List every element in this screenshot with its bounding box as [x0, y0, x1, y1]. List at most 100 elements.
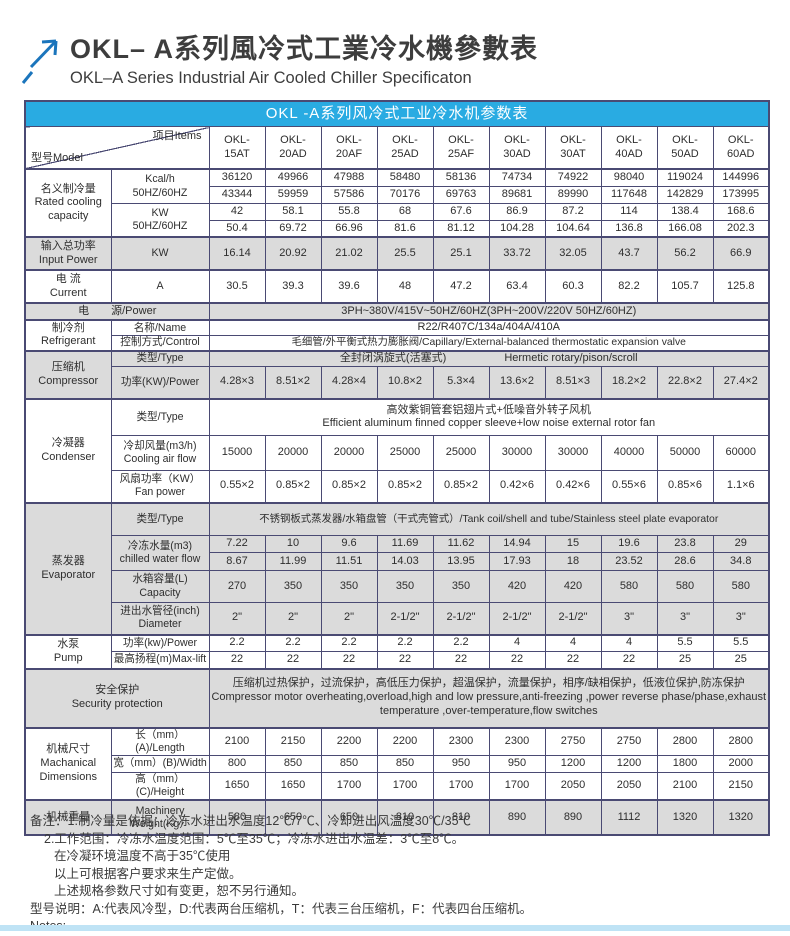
- value-cell: 950: [488, 754, 546, 773]
- condenser-type-zh: 高效紫铜管套铝翅片式+低噪音外转子风机: [386, 403, 591, 416]
- value-cell: 2": [208, 602, 266, 635]
- value-cell: 850: [376, 754, 434, 773]
- value-cell: 2-1/2": [432, 602, 490, 635]
- group-label-zh: 输入总功率: [40, 240, 96, 252]
- value-cell: 650: [320, 799, 378, 836]
- value-cell: 114: [600, 202, 658, 221]
- model-header-cell: OKL- 30AT: [544, 126, 602, 170]
- value-cell: 40000: [600, 435, 658, 471]
- value-cell: 48: [376, 269, 434, 304]
- compressor-type-en: Hermetic rotary/pison/scroll: [504, 351, 638, 364]
- value-cell: 650: [264, 799, 322, 836]
- value-cell: 2-1/2": [376, 602, 434, 635]
- value-cell: 8.51×3: [544, 366, 602, 399]
- item-condenser-type: 类型/Type: [110, 397, 210, 436]
- value-cell: 74922: [544, 168, 602, 187]
- value-cell: 270: [208, 570, 266, 603]
- table-row: KW 50HZ/60HZ 42 58.1 55.8 68 67.6 86.9 87.2 114…: [25, 202, 770, 238]
- refrigerant-control-value: 毛细管/外平衡式热力膨胀阀/Capillary/External-balance…: [208, 335, 770, 351]
- table-banner-row: OKL -A系列风冷式工业冷水机参数表: [25, 101, 770, 127]
- table-row: 输入总功率 Input Power KW 16.14 20.92 21.02 25.5…: [24, 236, 770, 271]
- value-cell: 580: [600, 570, 658, 603]
- note-line: 备注：1.制冷量是依据：冷冻水进出水温度12℃/7℃、冷却进出风温度30℃/35…: [30, 814, 472, 828]
- value-cell: 850: [320, 754, 378, 773]
- value-cell: 350: [264, 570, 322, 603]
- value-cell: 58.1: [264, 202, 322, 221]
- value-cell: 104.64: [544, 219, 602, 238]
- table-row: 冷却风量(m3/h) Cooling air flow 15000 20000 20…: [25, 435, 770, 471]
- value-cell: 18: [544, 552, 602, 571]
- value-cell: 30000: [544, 435, 602, 471]
- value-cell: 39.3: [264, 269, 322, 304]
- page-header: OKL– A系列風冷式工業冷水機參數表 OKL–A Series Industr…: [20, 33, 538, 89]
- value-cell: 23.52: [600, 552, 658, 571]
- value-cell: 22: [376, 651, 434, 669]
- value-cell: 1650: [208, 771, 266, 801]
- value-cell: 810: [432, 799, 490, 836]
- value-cell: 1800: [656, 754, 714, 773]
- value-cell: 2.2: [208, 633, 266, 652]
- value-cell: 119024: [656, 168, 714, 187]
- value-cell: 11.62: [432, 535, 490, 553]
- value-cell: 63.4: [488, 269, 546, 304]
- value-cell: 2.2: [376, 633, 434, 652]
- item-height: 高（mm）(C)/Height: [110, 771, 210, 801]
- group-label-condenser: 冷凝器 Condenser: [24, 397, 112, 503]
- value-cell: 70176: [376, 185, 434, 204]
- table-row: 8.67 11.99 11.51 14.03 13.95 17.93 18 23.52 28.6…: [25, 552, 770, 571]
- value-cell: 47988: [320, 168, 378, 187]
- value-cell: 2200: [320, 726, 378, 756]
- value-cell: 25: [712, 651, 770, 669]
- value-cell: 4: [488, 633, 546, 652]
- group-label-zh: 制冷剂: [51, 321, 85, 334]
- value-cell: 3": [712, 602, 770, 635]
- value-cell: 4.28×3: [208, 366, 266, 399]
- value-cell: 81.6: [376, 219, 434, 238]
- value-cell: 16.14: [208, 236, 266, 271]
- value-cell: 14.94: [488, 535, 546, 553]
- value-cell: 800: [208, 754, 266, 773]
- value-cell: 1200: [600, 754, 658, 773]
- value-cell: 14.03: [376, 552, 434, 571]
- table-row: 电 源/Power 3PH~380V/415V~50HZ/60HZ(3PH~20…: [24, 302, 770, 321]
- value-cell: 89681: [488, 185, 546, 204]
- value-cell: 168.6: [712, 202, 770, 221]
- compressor-type-value: 全封闭涡旋式(活塞式) Hermetic rotary/pison/scroll: [208, 349, 770, 367]
- table-row: 机械尺寸 Machanical Dimensions 长（mm）(A)/Leng…: [24, 726, 770, 801]
- model-header-cell: OKL- 25AD: [376, 126, 434, 170]
- item-max-lift: 最高扬程(m)Max-lift: [110, 651, 210, 669]
- value-cell: 10.8×2: [376, 366, 434, 399]
- value-cell: 74734: [488, 168, 546, 187]
- group-label-en: Current: [49, 286, 87, 299]
- model-header-cell: OKL- 60AD: [712, 126, 770, 170]
- value-cell: 32.05: [544, 236, 602, 271]
- value-cell: 0.55×6: [600, 470, 658, 503]
- value-cell: 87.2: [544, 202, 602, 221]
- group-label-capacity: 名义制冷量 Rated cooling capacity: [24, 168, 112, 238]
- group-label-en: Pump: [53, 651, 83, 664]
- spec-table: OKL -A系列风冷式工业冷水机参数表 型号Model 项目Items OKL-…: [24, 100, 771, 837]
- table-row: 压缩机 Compressor 类型/Type 全封闭涡旋式(活塞式) Herme…: [24, 349, 770, 399]
- value-cell: 138.4: [656, 202, 714, 221]
- value-cell: 2150: [712, 771, 770, 801]
- table-row: 43344 59959 57586 70176 69763 89681 89990 11764…: [25, 185, 770, 204]
- value-cell: 142829: [656, 185, 714, 204]
- value-cell: 850: [264, 754, 322, 773]
- group-label-weight: 机械重量: [24, 799, 112, 836]
- group-label-zh: 机械重量: [46, 811, 91, 824]
- value-cell: 1700: [376, 771, 434, 801]
- model-header-row: 型号Model 项目Items OKL- 15AT OKL- 20AD OKL- 2…: [24, 126, 770, 170]
- value-cell: 5.5: [656, 633, 714, 652]
- value-cell: 8.51×2: [264, 366, 322, 399]
- page-title: OKL– A系列風冷式工業冷水機參數表: [70, 34, 539, 64]
- value-cell: 20000: [264, 435, 322, 471]
- table-row: 进出水管径(inch) Diameter 2" 2" 2" 2-1/2" 2-1/2" 2…: [25, 602, 770, 635]
- value-cell: 173995: [712, 185, 770, 204]
- value-cell: 22: [488, 651, 546, 669]
- table-row: 功率(KW)/Power 4.28×3 8.51×2 4.28×4 10.8×2 5.3…: [25, 366, 770, 399]
- value-cell: 0.85×2: [320, 470, 378, 503]
- value-cell: 22: [600, 651, 658, 669]
- value-cell: 1200: [544, 754, 602, 773]
- value-cell: 89990: [544, 185, 602, 204]
- value-cell: 28.6: [656, 552, 714, 571]
